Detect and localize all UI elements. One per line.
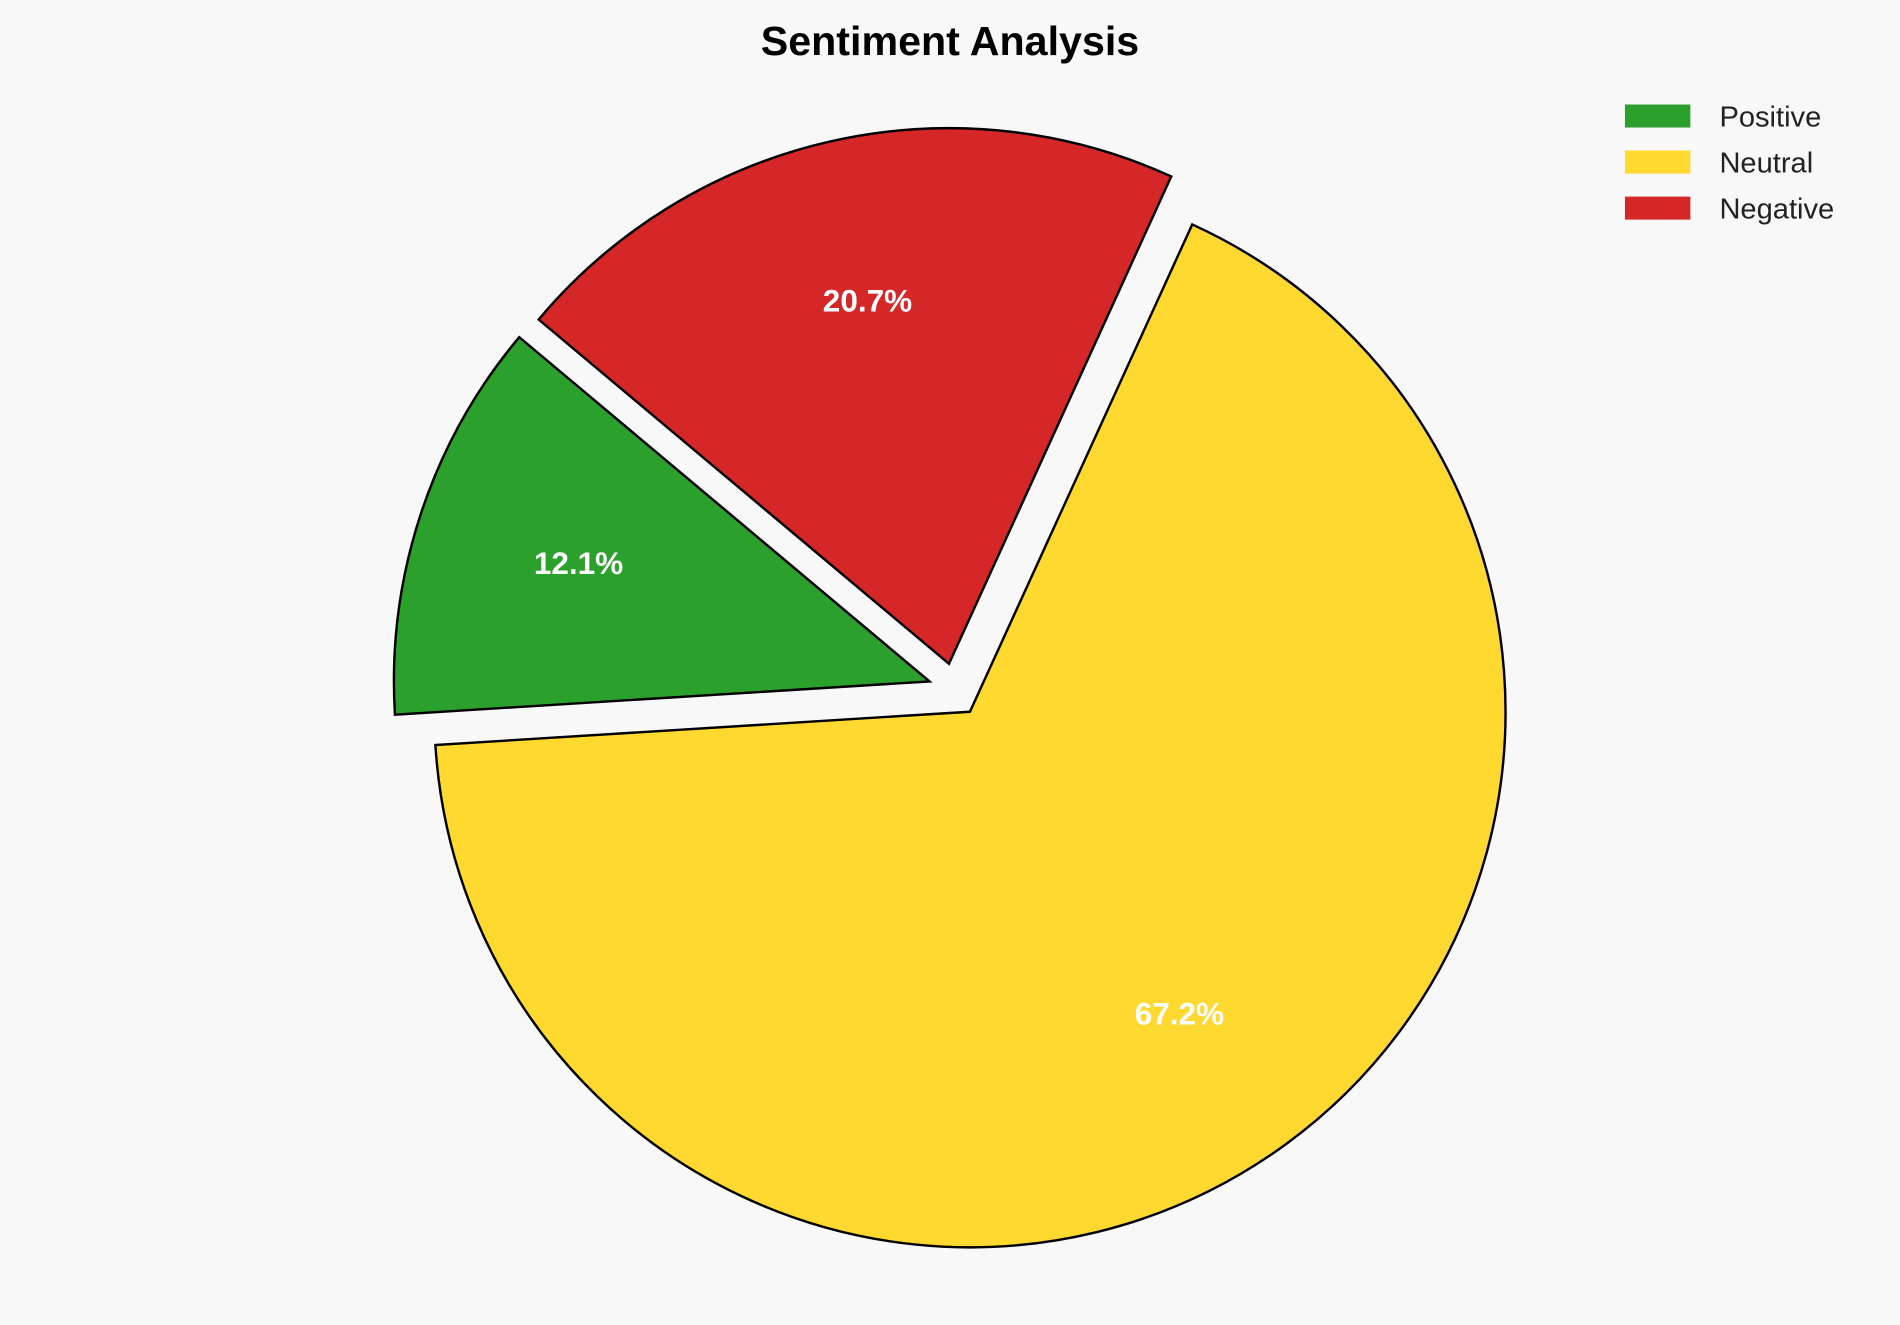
- legend-label-positive: Positive: [1719, 101, 1821, 133]
- legend: Positive Neutral Negative: [1624, 101, 1834, 225]
- slice-negative: [536, 126, 1173, 666]
- legend-swatch-positive: [1624, 104, 1691, 128]
- pie-labels: 20.7% 12.1% 67.2%: [534, 283, 1224, 1032]
- label-positive: 12.1%: [534, 545, 623, 581]
- legend-label-negative: Negative: [1719, 193, 1834, 225]
- legend-label-neutral: Neutral: [1719, 147, 1813, 179]
- slice-positive: [392, 335, 933, 716]
- legend-swatch-neutral: [1624, 150, 1691, 174]
- label-neutral: 67.2%: [1135, 996, 1224, 1032]
- chart-title: Sentiment Analysis: [761, 18, 1139, 64]
- label-negative: 20.7%: [823, 283, 912, 319]
- pie-slices: [392, 126, 1507, 1249]
- legend-swatch-negative: [1624, 196, 1691, 220]
- slice-neutral: [434, 222, 1507, 1249]
